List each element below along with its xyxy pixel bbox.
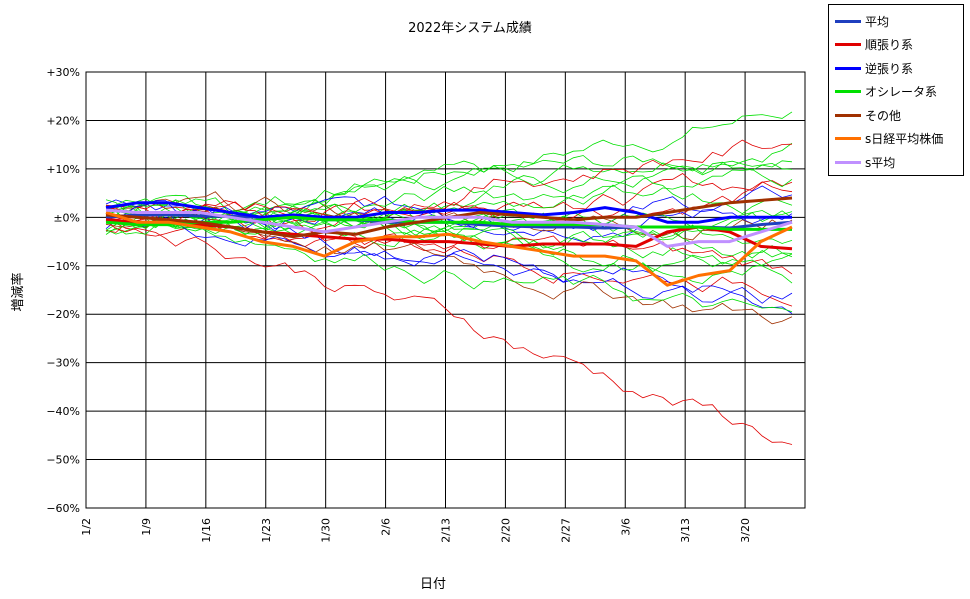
x-tick-label: 1/30 [320, 518, 333, 543]
y-tick-label: +30% [46, 66, 80, 79]
legend-swatch [835, 19, 861, 23]
y-tick-label: −10% [46, 260, 80, 273]
system-line [105, 213, 793, 314]
x-tick-label: 3/20 [739, 518, 752, 543]
legend: 平均順張り系逆張り系オシレータ系 その他 s日経平均株価 s平均 [828, 4, 964, 176]
legend-swatch [835, 160, 861, 164]
legend-label: 順張り系 [865, 38, 914, 52]
series-line-6 [105, 208, 793, 248]
chart-title: 2022年システム成績 [408, 21, 532, 36]
legend-item: 平均 [835, 11, 889, 31]
legend-item: s日経平均株価 [835, 129, 943, 149]
y-tick-label: +20% [46, 114, 80, 127]
x-tick-label: 2/27 [559, 518, 572, 543]
legend-swatch [835, 113, 861, 117]
legend-label: その他 [865, 108, 902, 123]
system-line [105, 203, 793, 275]
legend-label: s平均 [865, 155, 896, 170]
legend-label: 平均 [865, 14, 890, 29]
series-lines [105, 196, 793, 287]
legend-label: s日経平均株価 [865, 132, 944, 146]
legend-item: 逆張り系 [835, 58, 913, 78]
series-line-2 [105, 201, 792, 224]
system-line [105, 220, 793, 445]
y-tick-label: +10% [46, 163, 80, 176]
legend-item: オシレータ系 [835, 82, 937, 102]
y-tick-label: −20% [46, 308, 80, 321]
y-tick-label: −50% [46, 454, 80, 467]
x-tick-label: 1/9 [140, 518, 153, 536]
legend-swatch [835, 43, 861, 46]
x-tick-label: 2/20 [499, 518, 512, 543]
y-tick-label: −60% [46, 502, 80, 515]
system-line [105, 210, 793, 313]
y-tick-label: −30% [46, 357, 80, 370]
system-line [105, 213, 793, 325]
system-line [105, 206, 793, 259]
series-line-3 [105, 215, 792, 231]
x-tick-label: 2/13 [440, 518, 453, 543]
x-tick-label: 1/2 [80, 518, 93, 536]
y-tick-label: −40% [46, 405, 80, 418]
x-axis-label: 日付 [420, 577, 446, 592]
legend-label: オシレータ系 [865, 85, 938, 99]
y-tick-label: ±0% [53, 211, 80, 224]
x-tick-label: 1/23 [260, 518, 273, 543]
y-tick-labels: +30% +20% +10% ±0% −10% −20% −30% −40% −50% −60% [46, 66, 80, 515]
x-tick-labels: 1/2 1/9 1/16 1/23 1/30 2/6 2/13 2/20 2/27 3/6 3/13… [80, 518, 752, 543]
legend-item: s平均 [835, 152, 895, 172]
x-tick-label: 1/16 [200, 518, 213, 543]
series-line-5 [105, 211, 793, 287]
x-tick-label: 3/13 [679, 518, 692, 543]
legend-label: 逆張り系 [865, 61, 914, 76]
legend-swatch [835, 66, 861, 70]
legend-item: 順張り系 [835, 35, 913, 55]
legend-swatch [835, 137, 861, 140]
gridlines [85, 71, 805, 509]
legend-item: その他 [835, 105, 901, 125]
y-axis-label: 増減率 [10, 272, 26, 311]
legend-swatch [835, 90, 861, 93]
system-line [105, 197, 793, 268]
x-tick-label: 3/6 [619, 518, 632, 536]
x-tick-label: 2/6 [380, 518, 393, 536]
